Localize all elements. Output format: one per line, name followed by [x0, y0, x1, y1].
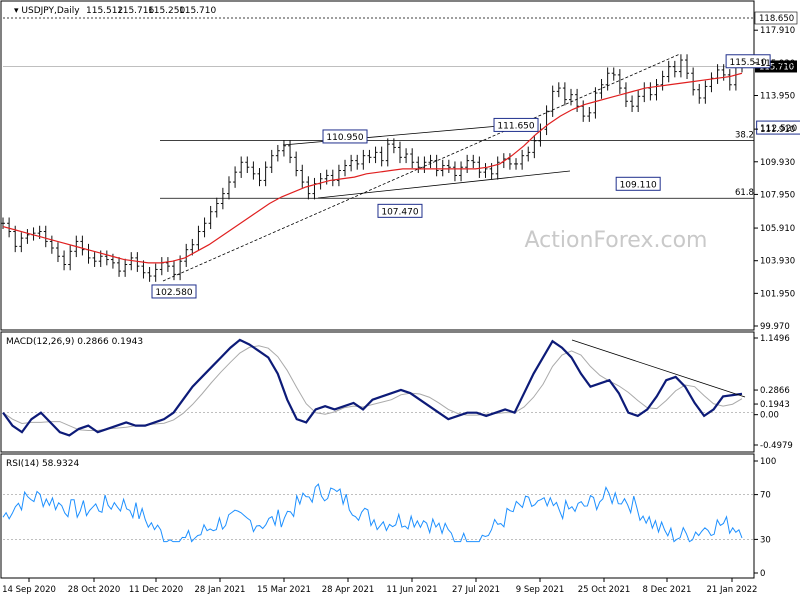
resistance-label: 118.650: [759, 14, 794, 24]
annotation-label: 112.520: [760, 124, 797, 134]
ohlc-open: 115.512: [86, 6, 123, 16]
price-tick-label: 101.950: [760, 289, 795, 299]
macd-signal-line: [2, 345, 743, 432]
annotation-box: [493, 117, 539, 132]
price-tick-label: 117.910: [760, 26, 795, 36]
price-panel: [0, 0, 755, 331]
price-y-axis: 117.910 115.930 113.950 111.910 109.930 107.9…: [754, 26, 795, 332]
dashed-trendline: [162, 53, 681, 282]
rsi-panel: [0, 453, 755, 579]
annotation-box: [725, 54, 771, 69]
rsi-title: RSI(14) 58.9324: [6, 459, 79, 469]
macd-tick-label: -0.4979: [760, 441, 793, 451]
rsi-tick-label: 30: [760, 535, 771, 545]
macd-title: MACD(12,26,9) 0.2866 0.1943: [6, 337, 143, 347]
macd-lines: [2, 338, 754, 437]
macd-trendline: [571, 339, 746, 398]
annotation-label: 115.510: [729, 58, 766, 68]
fib-label: 61.8: [735, 188, 754, 198]
macd-tick-label: 0.00: [760, 411, 779, 421]
macd-tick-label: 0.1943: [760, 400, 790, 410]
x-tick-label: 28 Apr 2021: [322, 585, 375, 595]
x-tick-label: 8 Dec 2021: [643, 585, 692, 595]
annotation-box: [615, 176, 661, 191]
annotation-label: 102.580: [155, 288, 192, 298]
watermark: ActionForex.com: [525, 228, 708, 253]
resistance-label-box: [754, 11, 798, 25]
price-tick-label: 111.910: [760, 125, 795, 135]
rsi-line: [2, 483, 754, 543]
symbol-icon: ▾: [14, 6, 21, 16]
current-price-box: [755, 60, 797, 73]
fib-label: 38.2: [735, 130, 754, 140]
macd-tick-label: 1.1496: [760, 334, 790, 344]
x-tick-label: 25 Oct 2021: [578, 585, 631, 595]
rsi-tick-label: 100: [760, 457, 776, 467]
annotation-label: 107.470: [381, 207, 418, 217]
x-tick-label: 28 Jan 2021: [195, 585, 246, 595]
rsi-tick-label: 0: [760, 569, 765, 579]
rsi-tick-label: 70: [760, 491, 771, 501]
macd-panel: [0, 331, 755, 453]
chart-title: USDJPY,Daily: [21, 6, 80, 16]
price-tick-label: 107.950: [760, 190, 795, 200]
macd-line: [2, 338, 743, 437]
annotation-box: [756, 120, 800, 135]
ohlc-close: 115.710: [179, 6, 216, 16]
annotation-box: [322, 129, 368, 144]
price-tick-label: 113.950: [760, 91, 795, 101]
price-tick-label: 105.910: [760, 224, 795, 234]
price-title: ▾ USDJPY,Daily: [14, 6, 80, 16]
rsi-line: [2, 483, 743, 543]
annotation-label: 110.950: [326, 133, 363, 143]
price-annotations: 102.580 110.950 107.470 111.650 109.110 115.5…: [151, 54, 800, 299]
x-tick-label: 11 Dec 2020: [129, 585, 183, 595]
x-tick-label: 15 Mar 2021: [257, 585, 311, 595]
x-tick-label: 28 Oct 2020: [68, 585, 121, 595]
price-series: [1, 54, 744, 282]
x-tick-label: 9 Sep 2021: [516, 585, 564, 595]
x-axis: 14 Sep 2020 28 Oct 2020 11 Dec 2020 28 Jan …: [2, 578, 757, 595]
rsi-y-axis: 100 70 30 0: [754, 457, 776, 579]
price-tick-label: 115.930: [760, 59, 795, 69]
price-tick-label: 103.930: [760, 257, 795, 267]
price-tick-label: 99.970: [760, 322, 790, 332]
annotation-label: 109.110: [620, 180, 657, 190]
price-reference-lines: 118.650 115.710 38.2 61.8: [3, 11, 798, 199]
x-tick-label: 11 Jun 2021: [386, 585, 437, 595]
ohlc-high: 115.716: [117, 6, 154, 16]
ohlc-low: 115.250: [148, 6, 185, 16]
price-tick-label: 109.930: [760, 158, 795, 168]
current-price-label: 115.710: [759, 62, 794, 72]
moving-average-line: [2, 72, 743, 264]
x-tick-label: 27 Jul 2021: [452, 585, 500, 595]
x-tick-label: 21 Jan 2022: [707, 585, 758, 595]
annotation-box: [151, 284, 197, 299]
x-tick-label: 14 Sep 2020: [2, 585, 56, 595]
annotation-label: 111.650: [497, 121, 534, 131]
annotation-box: [377, 203, 423, 218]
macd-tick-label: 0.2866: [760, 386, 790, 396]
channel-lower-line: [317, 170, 571, 199]
